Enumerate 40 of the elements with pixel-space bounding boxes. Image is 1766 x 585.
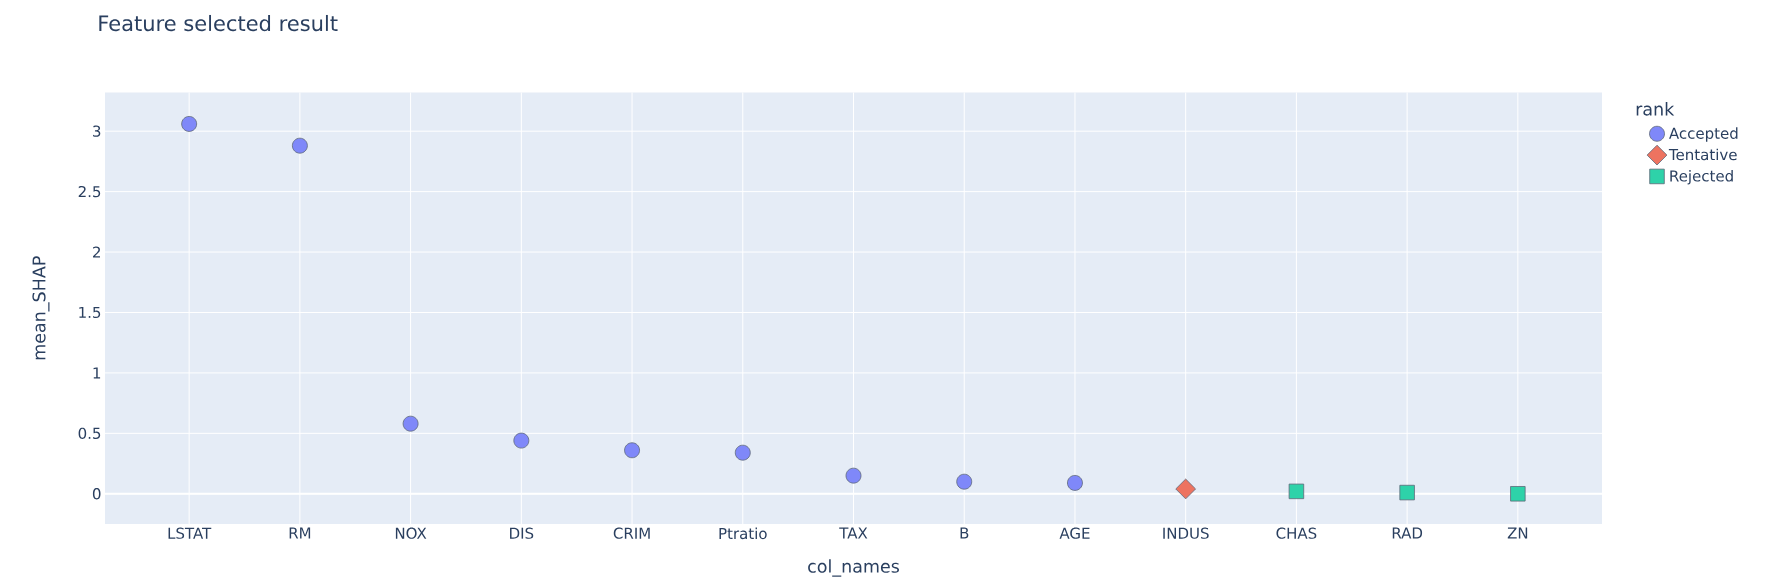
x-tick-label: B [960, 527, 969, 539]
point [181, 116, 198, 132]
x-tick-label: CRIM [613, 527, 650, 539]
x-tick-label: DIS [510, 527, 534, 539]
point [291, 137, 308, 154]
x-tick-label: ZN [1507, 527, 1528, 539]
y-tick-label: 0 [92, 488, 101, 500]
legend-label: Rejected [1670, 170, 1733, 185]
x-axis-title: col_names [808, 559, 899, 577]
point [1510, 486, 1526, 502]
y-tick-label: 3 [93, 125, 101, 137]
point [734, 444, 751, 461]
x-tick-label: RM [289, 527, 311, 539]
x-tick-label: Ptratio [719, 527, 767, 540]
legend-label: Accepted [1669, 127, 1738, 142]
point [1067, 475, 1083, 491]
x-tick-label: INDUS [1163, 527, 1209, 539]
y-axis-title: mean_SHAP [32, 256, 50, 360]
chart-title: Feature selected result [99, 14, 338, 32]
x-tick-label: LSTAT [168, 527, 212, 539]
point [1399, 484, 1415, 501]
y-tick-label: 1 [93, 367, 101, 379]
legend-label: Tentative [1668, 148, 1737, 161]
y-tick-label: 2.5 [78, 185, 101, 198]
point [956, 473, 973, 490]
point [624, 442, 640, 459]
x-tick-label: NOX [395, 527, 427, 539]
point [1288, 483, 1305, 500]
point [513, 432, 530, 449]
point [1175, 478, 1196, 500]
x-tick-label: RAD [1392, 527, 1423, 539]
point [402, 415, 419, 432]
y-tick-label: 0.5 [78, 427, 101, 440]
x-tick-label: CHAS [1276, 527, 1317, 539]
x-tick-label: AGE [1059, 527, 1090, 539]
y-tick-label: 2 [93, 246, 100, 258]
x-tick-label: TAX [839, 527, 868, 539]
y-tick-label: 1.5 [79, 306, 101, 319]
point [845, 467, 862, 484]
legend-title: rank [1636, 102, 1675, 116]
